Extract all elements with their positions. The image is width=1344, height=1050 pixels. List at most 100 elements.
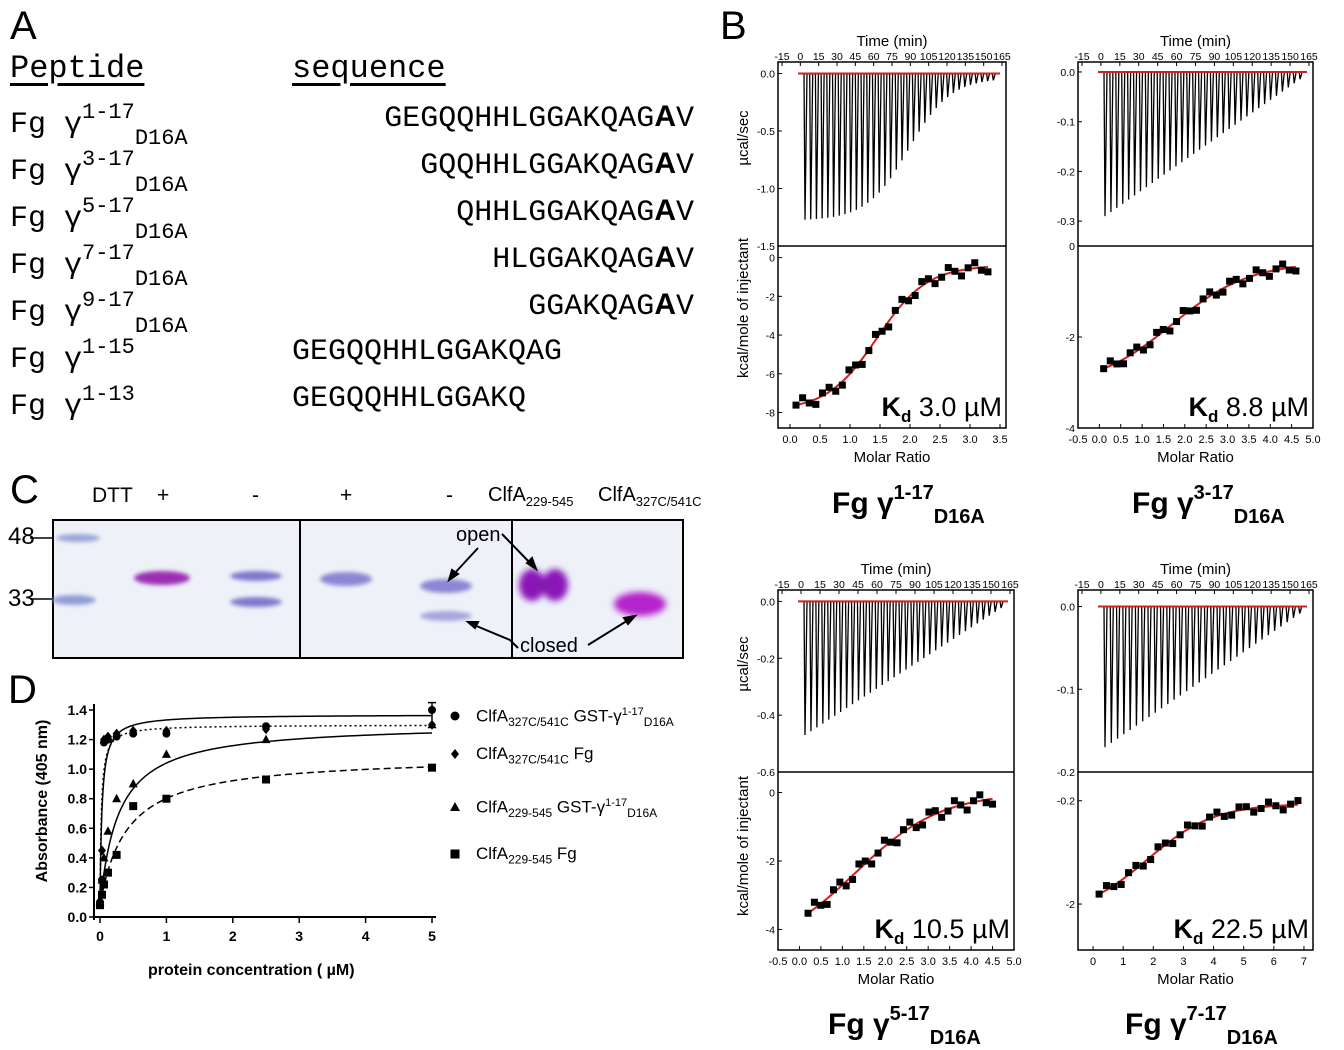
integrated-heat-point (799, 394, 807, 402)
ratio-tick-label: 2.5 (932, 434, 947, 446)
itc-ylabel-top: µcal/sec (735, 110, 752, 166)
panel-a-letter: A (10, 4, 37, 48)
legend-marker-triangle (450, 802, 460, 811)
integrated-heat-point (858, 360, 866, 368)
lane-label-2-sub: 327C/541C (635, 494, 702, 509)
peptide-range: 1-13 (82, 382, 135, 407)
sequence-mutated-residue: A (654, 100, 676, 133)
integrated-heat-point (1139, 862, 1147, 870)
integrated-heat-point (865, 347, 873, 355)
kd-symbol: K (1174, 914, 1194, 944)
peptide-range: 7-17 (82, 241, 135, 266)
peptide-prefix: Fg γ (10, 155, 83, 189)
data-point-square (97, 890, 106, 899)
time-tick-label: 150 (975, 51, 993, 63)
data-point-diamond (162, 725, 171, 736)
enthalpy-tick-label: 0 (1069, 241, 1075, 253)
dtt-label: DTT (92, 484, 133, 507)
itc-plot: Time (min) -15 0 15 30 45 60 75 90 105 120 135 150 16… (757, 33, 1011, 466)
peptide-sequence: GEGQQHHLGGAKQAG (292, 335, 562, 369)
enthalpy-tick-label: -2 (1066, 332, 1075, 344)
x-tick-label: 1 (163, 928, 171, 944)
integrated-heat-point (931, 807, 939, 815)
integrated-heat-point (868, 860, 876, 868)
time-tick-label: 105 (920, 51, 938, 63)
time-tick-label: 60 (1171, 579, 1183, 591)
time-tick-label: 60 (871, 579, 883, 591)
power-tick-label: -0.4 (757, 710, 775, 722)
peptide-name: Fg γ3-17D16A (10, 147, 188, 198)
integrated-heat-point (911, 292, 919, 300)
integrated-heat-point (1146, 341, 1154, 349)
time-tick-label: 105 (925, 579, 943, 591)
integrated-heat-point (1272, 265, 1280, 273)
data-point-square (162, 794, 171, 803)
sequence-main: GEGQQHHLGGAKQAG (292, 335, 563, 369)
dtt-sign-1: + (157, 484, 170, 507)
time-tick-label: 45 (1152, 51, 1164, 63)
ratio-tick-label: 4.0 (1263, 434, 1278, 446)
peptide-mutation: D16A (134, 126, 188, 151)
integrated-heat-point (810, 898, 818, 906)
ratio-tick-label: 3.0 (921, 956, 936, 968)
marker-band-33 (52, 595, 96, 605)
integrated-heat-point (849, 875, 857, 883)
integrated-heat-point (845, 366, 853, 374)
ratio-tick-label: 1.0 (835, 956, 850, 968)
itc-plot: Time (min) -15 0 15 30 45 60 75 90 105 120 135 150 16… (1057, 33, 1321, 466)
band-lane1-plus (134, 571, 190, 585)
legend-ligand: Fg (568, 744, 594, 763)
time-tick-label: 165 (1001, 579, 1019, 591)
integrated-heat-point (887, 838, 895, 846)
integrated-heat-point (1139, 346, 1147, 354)
band-open-left (519, 569, 545, 601)
power-tick-label: -0.2 (1057, 166, 1075, 178)
integrated-heat-point (1279, 260, 1287, 268)
data-point-square (99, 880, 108, 889)
band-closed (614, 592, 666, 616)
integrated-heat-point (1106, 357, 1114, 365)
mw-marker-48: 48 (8, 523, 35, 550)
integrated-heat-point (855, 860, 863, 868)
sequence-mutated-residue: A (654, 147, 676, 180)
time-axis-label: Time (min) (860, 561, 931, 578)
data-point-diamond (97, 845, 106, 856)
sequence-main: GGAKQAG (528, 290, 655, 324)
itc-title-range: 5-17 (889, 1003, 930, 1025)
time-tick-label: 150 (982, 579, 1000, 591)
ratio-tick-label: 1 (1120, 956, 1126, 968)
ratio-tick-label: 6 (1271, 956, 1277, 968)
integrated-heat-point (1219, 288, 1227, 296)
time-tick-label: 135 (957, 51, 975, 63)
gel-background (53, 520, 683, 658)
integrated-heat-point (1199, 295, 1207, 303)
integrated-heat-point (1095, 890, 1103, 898)
time-tick-label: 120 (1243, 579, 1261, 591)
ratio-tick-label: 1.5 (856, 956, 871, 968)
time-tick-label: 105 (1225, 579, 1243, 591)
kd-subscript: d (894, 929, 904, 948)
integrated-heat-point (874, 849, 882, 857)
time-tick-label: 45 (849, 51, 861, 63)
peptide-name: Fg γ7-17D16A (10, 241, 188, 292)
integrated-heat-point (1213, 808, 1221, 816)
time-tick-label: 30 (1133, 51, 1145, 63)
fit-curve (99, 766, 433, 906)
integrated-heat-point (818, 389, 826, 397)
data-point-triangle (103, 826, 113, 835)
time-tick-label: 150 (1281, 51, 1299, 63)
time-tick-label: 105 (1225, 51, 1243, 63)
itc-title-range: 1-17 (893, 482, 934, 504)
y-tick-label: 0.2 (68, 879, 88, 895)
lane-label-327c-541c: ClfA327C/541C (598, 484, 702, 509)
integrated-heat-point (1232, 275, 1240, 283)
legend-range: 1-17 (605, 797, 628, 809)
kd-value: 3.0 µM (911, 392, 1002, 422)
sequence-main: GEGQQHHLGGAKQ (292, 382, 527, 416)
enthalpy-tick-label: -2 (766, 856, 775, 868)
data-point-diamond (262, 724, 270, 735)
integrated-heat-point (1206, 813, 1214, 821)
integrated-heat-point (1179, 307, 1187, 315)
peptide-name: Fg γ1-17D16A (10, 100, 188, 151)
ratio-tick-label: 0.0 (1092, 434, 1107, 446)
